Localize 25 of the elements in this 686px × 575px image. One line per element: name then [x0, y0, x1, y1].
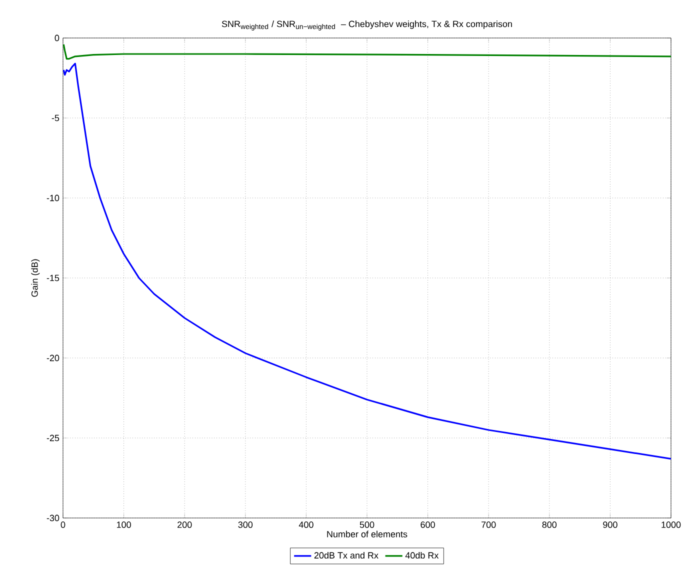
x-tick-label: 800 — [542, 522, 557, 528]
x-tick-label: 200 — [178, 522, 192, 528]
line-series — [63, 44, 671, 60]
y-tick-label: -15 — [46, 274, 60, 282]
x-tick-label: 0 — [60, 522, 66, 528]
x-tick-label: 900 — [603, 522, 618, 528]
legend-label: 40db Rx — [405, 552, 439, 559]
y-axis-title: Gain (dB) — [31, 259, 40, 297]
y-tick-label: -25 — [46, 434, 60, 442]
x-tick-label: 400 — [298, 522, 314, 528]
y-tick-label: -10 — [46, 194, 60, 202]
y-tick-label: -20 — [46, 354, 60, 362]
x-tick-label: 1000 — [662, 522, 681, 528]
x-tick-label: 100 — [116, 522, 131, 528]
y-tick-label: -30 — [46, 514, 60, 522]
x-tick-label: 700 — [482, 522, 496, 528]
x-tick-label: 500 — [360, 522, 374, 528]
x-tick-label: 600 — [420, 522, 435, 528]
x-axis-title: Number of elements — [327, 530, 408, 538]
y-tick-label: 0 — [54, 34, 60, 42]
chart-title: $\mbox{SNR}_{\mbox{\scriptsize weighted}}\mbox{ / SNR}_{\mbox{\scriptsize un−weighted}}\mbox{ \ – Chebyshev weights, Tx \& Rx comparison}$ — [222, 20, 512, 30]
legend-label: 20dB Tx and Rx — [314, 552, 378, 559]
x-tick-label: 300 — [238, 522, 253, 528]
y-tick-label: -5 — [52, 114, 60, 122]
line-series — [63, 62, 671, 460]
